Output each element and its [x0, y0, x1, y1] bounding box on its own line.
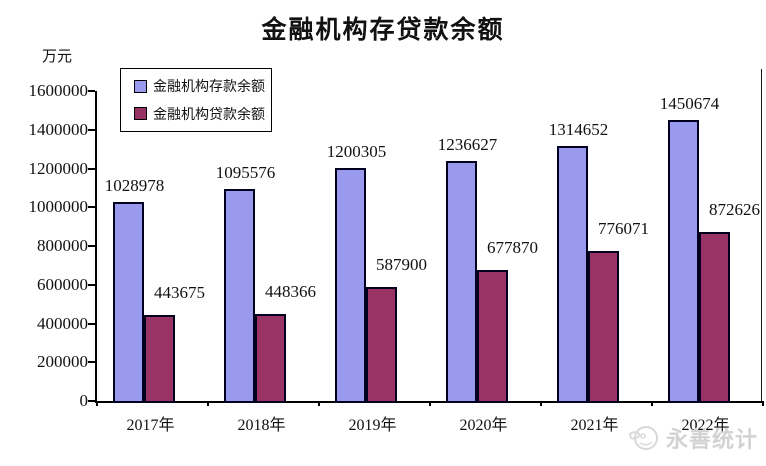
legend-item-deposits: 金融机构存款余额 — [134, 76, 271, 96]
plot-right-border — [761, 69, 762, 401]
loan-bar — [366, 287, 397, 403]
y-axis-tick — [88, 128, 95, 131]
legend: 金融机构存款余额 金融机构贷款余额 — [120, 68, 272, 132]
loan-value-label: 677870 — [487, 238, 538, 257]
deposit-bar — [224, 189, 255, 403]
plot-area: 1028978 443675 1095576 448366 1200305 587900 1… — [88, 90, 764, 406]
legend-item-loans: 金融机构贷款余额 — [134, 104, 271, 124]
deposit-value-label: 1095576 — [215, 163, 276, 182]
y-axis-tick — [88, 245, 95, 247]
legend-label-deposits: 金融机构存款余额 — [153, 78, 265, 95]
category-tick — [96, 401, 98, 406]
deposit-bar — [335, 168, 366, 403]
legend-swatch-deposits — [134, 79, 147, 93]
deposit-bar — [113, 202, 144, 403]
bar-group: 1200305 587900 — [319, 91, 430, 403]
loan-bar — [144, 315, 175, 403]
bar-group: 1450674 872626 — [652, 91, 763, 403]
y-axis-label: 1600000 — [28, 81, 89, 100]
y-axis-tick — [88, 167, 95, 170]
y-axis-label: 0 — [79, 391, 89, 410]
y-axis-label: 1000000 — [28, 197, 89, 217]
y-axis-unit-label: 万元 — [42, 48, 73, 65]
bar-group: 1095576 448366 — [208, 91, 319, 403]
y-axis-tick — [88, 283, 95, 286]
loan-value-label: 872626 — [709, 200, 760, 219]
loan-bar — [699, 232, 730, 403]
x-axis-label: 2019年 — [348, 417, 397, 434]
legend-swatch-loans — [134, 107, 147, 121]
loan-value-label: 443675 — [154, 283, 205, 302]
bar-group: 1314652 776071 — [541, 91, 652, 403]
y-axis-label: 800000 — [37, 236, 88, 255]
category-tick — [207, 401, 209, 406]
bar-group: 1028978 443675 — [97, 91, 208, 403]
loan-bar — [588, 251, 619, 403]
y-axis-tick — [88, 400, 95, 402]
x-axis-label: 2018年 — [237, 417, 286, 434]
category-tick — [318, 401, 320, 406]
x-axis-label: 2020年 — [459, 417, 508, 434]
deposit-value-label: 1314652 — [548, 120, 609, 139]
y-axis-label: 600000 — [37, 274, 88, 294]
chart-title: 金融机构存贷款余额 — [261, 16, 505, 44]
y-axis-tick — [88, 206, 95, 209]
deposit-value-label: 1028978 — [104, 176, 165, 195]
y-axis-label: 1400000 — [28, 119, 89, 139]
loan-value-label: 776071 — [598, 219, 649, 238]
y-axis-tick — [88, 322, 95, 325]
category-tick — [651, 401, 653, 406]
x-axis-label: 2022年 — [681, 417, 730, 434]
y-axis-labels: 1600000 1400000 1200000 1000000 800000 600000… — [0, 81, 89, 410]
deposit-bar — [557, 146, 588, 403]
x-axis-label: 2021年 — [570, 417, 619, 434]
deposit-value-label: 1236627 — [437, 135, 498, 154]
category-tick — [429, 401, 431, 406]
y-axis-label: 400000 — [37, 313, 88, 333]
loan-value-label: 448366 — [265, 282, 316, 301]
deposit-bar — [668, 120, 699, 403]
loan-value-label: 587900 — [376, 255, 427, 274]
y-axis-tick — [88, 361, 95, 364]
legend-label-loans: 金融机构贷款余额 — [153, 105, 265, 122]
deposit-bar — [446, 161, 477, 403]
y-axis-label: 1200000 — [28, 158, 89, 178]
deposit-value-label: 1450674 — [659, 94, 720, 113]
category-tick — [540, 401, 542, 406]
loan-bar — [255, 314, 286, 403]
x-axis-label: 2017年 — [126, 417, 175, 434]
category-tick — [762, 401, 764, 406]
y-axis-label: 200000 — [37, 352, 88, 372]
loan-bar — [477, 270, 508, 403]
bar-group: 1236627 677870 — [430, 91, 541, 403]
deposit-value-label: 1200305 — [326, 142, 387, 161]
y-axis-tick — [88, 90, 95, 92]
